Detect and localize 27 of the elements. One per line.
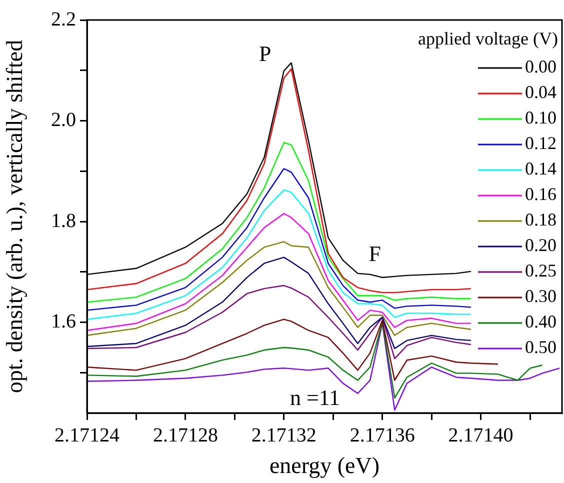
y-tick-label: 2.2 <box>51 8 76 30</box>
x-axis-title: energy (eV) <box>269 453 380 478</box>
legend-label: 0.18 <box>525 210 556 230</box>
legend-label: 0.30 <box>525 286 556 306</box>
x-tick-label: 2.17140 <box>448 424 514 446</box>
legend-label: 0.00 <box>525 56 556 77</box>
legend-label: 0.14 <box>525 158 556 179</box>
legend-label: 0.12 <box>525 133 556 154</box>
legend-label: 0.10 <box>525 108 556 128</box>
y-tick-label: 1.8 <box>51 210 76 232</box>
legend-label: 0.16 <box>525 184 556 204</box>
annotation: P <box>259 41 272 66</box>
annotation: n =11 <box>290 385 340 410</box>
legend-label: 0.20 <box>525 235 556 256</box>
legend-label: 0.40 <box>525 312 556 332</box>
x-tick-label: 2.17132 <box>251 424 316 446</box>
legend-label: 0.25 <box>525 260 556 281</box>
x-tick-label: 2.17124 <box>54 424 120 446</box>
x-tick-label: 2.17128 <box>152 424 218 446</box>
y-tick-label: 2.0 <box>51 109 76 132</box>
y-tick-label: 1.6 <box>51 310 76 333</box>
legend-label: 0.50 <box>525 337 556 358</box>
annotation: F <box>368 240 381 266</box>
x-tick-label: 2.17136 <box>350 424 415 446</box>
legend-title: applied voltage (V) <box>418 28 558 49</box>
legend-label: 0.04 <box>525 82 556 102</box>
y-axis-title: opt. density (arb. u.), vertically shifted <box>2 39 27 394</box>
